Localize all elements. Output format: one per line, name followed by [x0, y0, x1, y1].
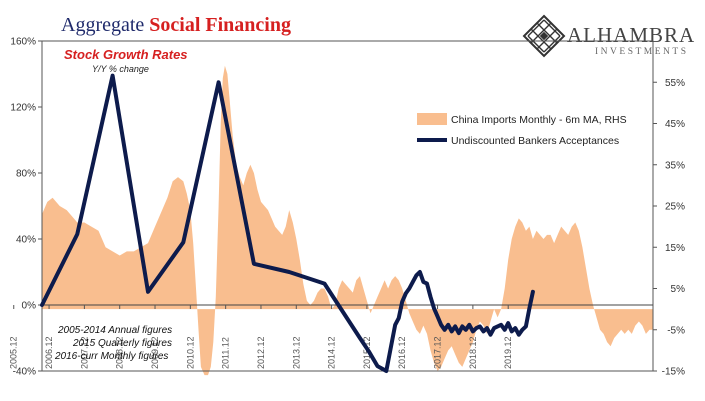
- chart-title-plain: Aggregate: [61, 14, 144, 36]
- y-right-tick-label: 15%: [665, 243, 685, 254]
- x-tick-label: 2013.12: [291, 336, 301, 369]
- note-monthly: 2016-curr Monthly figures: [54, 351, 168, 362]
- x-tick-label: 2007.12: [79, 336, 89, 369]
- x-tick-label: 2017.12: [433, 336, 443, 369]
- chart-subnote: Y/Y % change: [92, 64, 149, 74]
- x-tick-label: 2008.12: [115, 336, 125, 369]
- x-tick-label: 2018.12: [468, 336, 478, 369]
- legend: China Imports Monthly - 6m MA, RHS Undis…: [417, 113, 627, 147]
- logo: ALHAMBRA INVESTMENTS: [522, 14, 695, 58]
- y-right-tick-label: -15%: [662, 367, 685, 378]
- x-tick-label: 2005.12: [9, 336, 19, 369]
- x-tick-label: 2014.12: [327, 336, 337, 369]
- legend-label-imports: China Imports Monthly - 6m MA, RHS: [451, 114, 627, 126]
- y-left-tick-label: 0%: [22, 301, 37, 312]
- y-right-tick-label: 5%: [671, 284, 686, 295]
- footnotes: 2005-2014 Annual figures 2015 Quarterly …: [54, 325, 172, 362]
- y-right-tick-label: 55%: [665, 78, 685, 89]
- y-right-tick-label: -5%: [667, 325, 685, 336]
- y-left-tick-label: -40%: [13, 367, 36, 378]
- logo-sub: INVESTMENTS: [595, 47, 688, 57]
- y-right-tick-label: 45%: [665, 119, 685, 130]
- note-quarterly: 2015 Quarterly figures: [72, 338, 172, 349]
- plot-area: -40% 0% 40% 80% 120% 160% -15% -5% 5% 15% 25% 35% 45…: [9, 37, 685, 378]
- x-tick-label: 2015.12: [362, 336, 372, 369]
- x-tick-label: 2011.12: [221, 337, 231, 369]
- line-series-bankers-acceptances: [40, 73, 535, 373]
- y-left-tick-label: 160%: [10, 37, 36, 48]
- y-left-tick-label: 80%: [16, 169, 36, 180]
- x-tick-label: 2010.12: [185, 336, 195, 369]
- legend-label-acceptances: Undiscounted Bankers Acceptances: [451, 135, 619, 147]
- x-tick-label: 2016.12: [397, 336, 407, 369]
- diamond-lattice-icon: [522, 14, 566, 58]
- area-series-china-imports: [42, 65, 653, 376]
- x-tick-label: 2012.12: [256, 336, 266, 369]
- x-tick-label: 2019.12: [503, 336, 513, 369]
- chart-title: Aggregate Social Financing: [61, 14, 291, 36]
- chart-subtitle: Stock Growth Rates: [64, 47, 188, 62]
- x-tick-label: 2009.12: [150, 336, 160, 369]
- legend-swatch-area: [417, 113, 447, 125]
- logo-name: ALHAMBRA: [567, 23, 695, 47]
- y-left-tick-label: 120%: [10, 103, 36, 114]
- y-left-tick-label: 40%: [16, 235, 36, 246]
- y-right-tick-label: 25%: [665, 202, 685, 213]
- x-tick-label: 2006.12: [44, 336, 54, 369]
- chart-title-accent: Social Financing: [149, 14, 291, 36]
- y-right-tick-label: 35%: [665, 160, 685, 171]
- note-annual: 2005-2014 Annual figures: [57, 325, 172, 336]
